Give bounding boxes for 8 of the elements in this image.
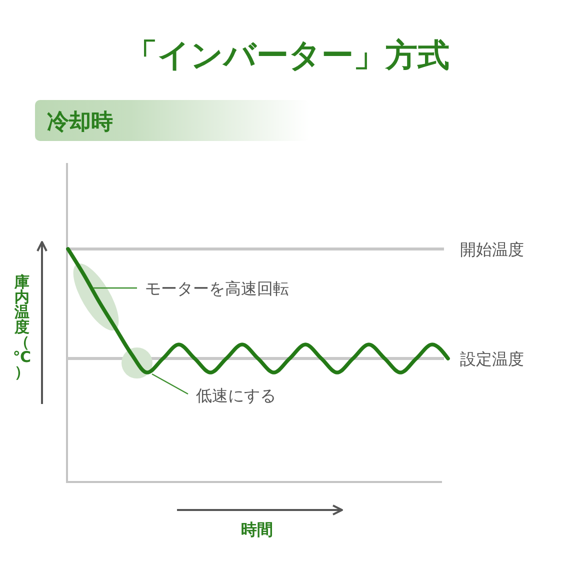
chart-subtitle: 冷却時 bbox=[47, 110, 113, 135]
annotation: 低速にする bbox=[196, 386, 276, 405]
ref-line-label: 設定温度 bbox=[460, 350, 524, 369]
chart-title: 「インバーター」方式 bbox=[126, 36, 450, 74]
annotation: モーターを高速回転 bbox=[145, 279, 289, 298]
ref-line-label: 開始温度 bbox=[460, 240, 524, 259]
x-axis-title: 時間 bbox=[241, 520, 273, 539]
y-axis-title: 庫内温度（℃） bbox=[12, 273, 32, 381]
